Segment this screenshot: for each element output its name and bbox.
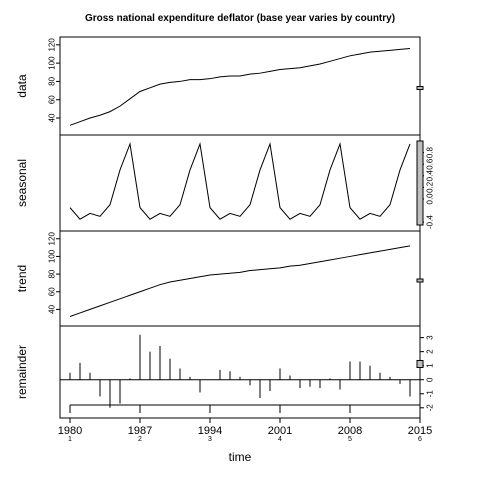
y-tick-label-data: 80	[48, 76, 57, 85]
y-tick-label-data: 100	[48, 56, 57, 70]
y-tick-label-remainder: 0	[426, 377, 435, 382]
y-tick-label-seasonal: 0.6	[426, 158, 435, 170]
panel-label-trend: trend	[15, 265, 29, 292]
y-tick-label-seasonal: 0.8	[426, 146, 435, 158]
y-axis-remainder: -2 -1 0 1 2 3	[419, 335, 435, 412]
panel-frame-data	[59, 36, 421, 136]
scale-bar-data	[416, 86, 424, 90]
panel-remainder: -2 -1 0 1 2 3 remainder	[15, 325, 435, 419]
x-subtick-label: 4	[278, 436, 282, 443]
series-line-data	[69, 47, 411, 126]
series-line-trend	[69, 245, 411, 317]
panel-frame-remainder	[59, 325, 421, 419]
panel-frame-trend	[59, 230, 421, 327]
scale-bar-remainder	[416, 359, 424, 369]
series-line-seasonal	[69, 141, 411, 220]
y-tick-label-trend: 60	[48, 287, 57, 296]
panel-label-remainder: remainder	[15, 345, 29, 399]
panel-trend: 40 60 80 100 120 trend	[15, 230, 424, 327]
x-subtick-label: 3	[208, 436, 212, 443]
x-tick-label: 2001	[268, 425, 292, 437]
chart-title: Gross national expenditure deflator (bas…	[85, 13, 395, 24]
y-tick-label-remainder: 1	[426, 363, 435, 368]
y-tick-label-remainder: 2	[426, 349, 435, 354]
y-tick-label-seasonal: 0.4	[426, 170, 435, 182]
y-tick-label-remainder: -2	[426, 404, 435, 412]
y-tick-label-data: 120	[48, 38, 57, 52]
x-tick-label: 2008	[338, 425, 362, 437]
y-tick-label-trend: 100	[48, 249, 57, 263]
x-tick-label: 2015	[408, 425, 432, 437]
y-tick-label-seasonal: 0.0	[426, 193, 435, 205]
y-tick-label-trend: 40	[48, 304, 57, 313]
y-tick-label-seasonal: -0.4	[426, 215, 435, 229]
y-tick-label-trend: 80	[48, 269, 57, 278]
x-tick-label: 1994	[198, 425, 222, 437]
y-tick-label-seasonal: 0.2	[426, 181, 435, 193]
y-tick-label-data: 40	[48, 113, 57, 122]
panel-data: 40 60 80 100 120 data	[15, 36, 424, 136]
panels-group: 406080100120data-0.40.00.20.40.60.8seaso…	[15, 36, 435, 419]
x-subtick-label: 5	[348, 436, 352, 443]
y-tick-label-trend: 120	[48, 232, 57, 246]
y-tick-label-remainder: 3	[426, 335, 435, 340]
x-subtick-label: 2	[138, 436, 142, 443]
x-tick-label: 1987	[128, 425, 152, 437]
y-axis-trend: 40 60 80 100 120	[48, 232, 61, 314]
scale-bar-seasonal	[416, 140, 424, 226]
panel-label-data: data	[15, 74, 29, 98]
x-subtick-label: 1	[68, 436, 72, 443]
scale-bar-trend	[416, 278, 424, 283]
y-tick-label-data: 60	[48, 95, 57, 104]
panel-label-seasonal: seasonal	[15, 159, 29, 207]
y-axis-data: 40 60 80 100 120	[48, 38, 61, 122]
x-axis-label: time	[229, 450, 252, 464]
y-tick-label-remainder: -1	[426, 390, 435, 398]
x-subtick-label: 6	[418, 436, 422, 443]
panel-seasonal: -0.4 0.00.20.40.60.8 seasonal	[15, 134, 435, 232]
x-tick-label: 1980	[58, 425, 82, 437]
